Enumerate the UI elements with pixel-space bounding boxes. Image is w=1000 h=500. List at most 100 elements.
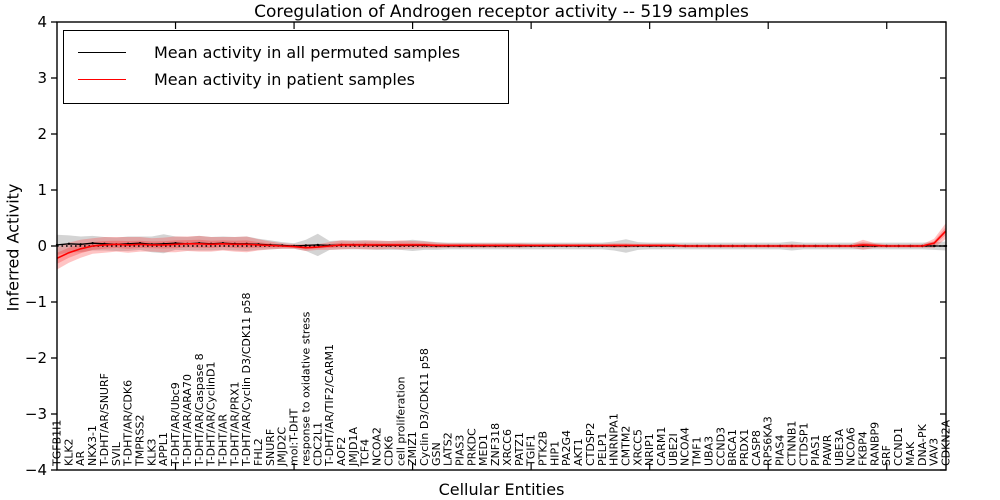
x-category-label: NCOA2 — [371, 427, 384, 466]
x-category-label: T-DHT/AR/PRX1 — [228, 381, 241, 467]
x-category-label: CMTM2 — [619, 426, 632, 466]
legend: Mean activity in all permuted samples Me… — [63, 30, 509, 104]
x-category-label: NKX3-1 — [86, 425, 99, 466]
x-category-label: JMJD2C — [276, 427, 289, 467]
x-category-label: DNA-PK — [916, 423, 929, 466]
x-category-label: CTDSP2 — [584, 423, 597, 466]
x-category-label: NRIP1 — [643, 433, 656, 466]
y-axis-title: Inferred Activity — [3, 183, 23, 312]
x-category-label: T-DHT/AR/Caspase 8 — [193, 353, 206, 467]
permuted-marker — [316, 243, 319, 247]
x-category-label: TGFB1I1 — [51, 420, 64, 467]
x-category-label: UBA3 — [702, 436, 715, 466]
x-category-label: T-DHT/AR/Ubc9 — [169, 382, 182, 467]
x-category-label: HNRNPA1 — [608, 413, 621, 466]
x-category-label: KLK3 — [145, 438, 158, 466]
x-category-label: ZMIZ1 — [406, 431, 419, 466]
x-category-label: CDK6 — [382, 436, 395, 466]
x-category-label: APPL1 — [157, 432, 170, 466]
legend-item-permuted: Mean activity in all permuted samples — [64, 39, 508, 66]
x-category-label: PIAS1 — [809, 435, 822, 466]
x-category-label: mol:T-DHT — [288, 408, 301, 466]
legend-item-patient: Mean activity in patient samples — [64, 66, 508, 93]
x-category-label: T-DHT/AR/SNURF — [98, 373, 111, 467]
x-category-label: PRDX1 — [738, 429, 751, 466]
permuted-line-swatch — [78, 52, 126, 53]
x-category-label: PTK2B — [537, 431, 550, 466]
x-category-label: LATS2 — [442, 432, 455, 466]
x-category-label: UBE3A — [833, 428, 846, 466]
x-category-label: PIAS3 — [454, 435, 467, 466]
x-category-label: CTDSP1 — [797, 423, 810, 466]
x-category-label: XRCC5 — [631, 429, 644, 466]
x-category-label: NCOA6 — [845, 427, 858, 466]
x-category-label: BRCA1 — [726, 429, 739, 466]
x-category-label: XRCC6 — [501, 429, 514, 466]
x-category-label: CARM1 — [655, 427, 668, 466]
x-category-label: T-DHT/AR/ARA70 — [181, 374, 194, 467]
x-category-label: CTNNB1 — [785, 421, 798, 466]
x-category-label: UBE2I — [667, 433, 680, 466]
x-category-label: MAK — [904, 441, 917, 466]
x-category-label: PELP1 — [596, 433, 609, 466]
y-tick-label: −3 — [25, 405, 47, 423]
x-category-label: NCOA4 — [679, 427, 692, 466]
x-category-label: ZNF318 — [489, 423, 502, 466]
y-tick-label: 1 — [37, 181, 47, 199]
x-category-label: CASP8 — [750, 430, 763, 466]
x-category-label: PAWR — [821, 434, 834, 466]
x-category-label: RPS6KA3 — [762, 416, 775, 466]
x-category-label: CCND1 — [892, 427, 905, 466]
chart-title: Coregulation of Androgen receptor activi… — [254, 2, 749, 22]
x-category-label: RANBP9 — [868, 422, 881, 466]
x-category-label: AOF2 — [335, 437, 348, 466]
permuted-marker — [932, 244, 936, 248]
y-tick-label: 3 — [37, 69, 47, 87]
legend-label-patient: Mean activity in patient samples — [154, 70, 415, 89]
y-tick-label: 4 — [37, 13, 47, 31]
y-tick-label: 2 — [37, 125, 47, 143]
y-tick-label: −2 — [25, 349, 47, 367]
x-category-label: response to oxidative stress — [299, 311, 312, 466]
x-category-label: PIAS4 — [774, 435, 787, 466]
permuted-marker — [91, 242, 94, 245]
x-category-label: T-DHT/AR — [216, 414, 229, 467]
x-category-label: T-DHT/AR/TIF2/CARM1 — [323, 344, 336, 467]
x-category-label: KLK2 — [62, 438, 75, 466]
x-category-label: SRF — [880, 445, 893, 466]
x-category-label: MED1 — [477, 434, 490, 466]
y-tick-label: 0 — [37, 237, 47, 255]
x-category-label: SVIL — [110, 441, 123, 466]
x-category-label: SNURF — [264, 429, 277, 466]
permuted-marker — [79, 243, 82, 246]
legend-label-permuted: Mean activity in all permuted samples — [154, 43, 461, 62]
permuted-marker — [304, 244, 308, 247]
x-category-label: T-DHT/AR/Cyclin D3/CDK11 p58 — [240, 292, 253, 467]
x-category-label: CDC2L1 — [311, 422, 324, 466]
x-category-label: VAV3 — [928, 438, 941, 466]
x-category-label: TMPRSS2 — [133, 415, 146, 467]
x-category-label: PRKDC — [465, 428, 478, 466]
x-category-label: TGIF1 — [525, 434, 538, 467]
x-category-label: PA2G4 — [560, 430, 573, 466]
x-category-label: TCF4 — [359, 439, 372, 467]
x-axis-title: Cellular Entities — [438, 480, 565, 499]
x-category-label: AKT1 — [572, 438, 585, 466]
y-tick-label: −4 — [25, 461, 47, 479]
x-category-label: FHL2 — [252, 438, 265, 466]
x-category-label: FKBP4 — [857, 431, 870, 466]
x-category-label: HIP1 — [548, 441, 561, 466]
x-category-label: cell proliferation — [394, 376, 407, 466]
patient-line-swatch — [78, 79, 126, 80]
x-category-label: GSN — [430, 442, 443, 466]
permuted-marker — [67, 242, 71, 245]
x-category-label: CDKN2A — [940, 419, 953, 466]
patient-mean-line — [56, 230, 947, 260]
x-category-label: Cyclin D3/CDK11 p58 — [418, 348, 431, 466]
x-category-label: CCND3 — [714, 427, 727, 466]
x-category-label: JMJD1A — [347, 427, 360, 467]
x-category-label: AR — [74, 450, 87, 466]
x-category-label: PATZ1 — [513, 432, 526, 466]
